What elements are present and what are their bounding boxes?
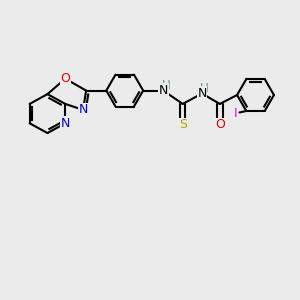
Text: O: O <box>60 72 70 85</box>
Text: S: S <box>179 118 187 131</box>
Text: N: N <box>78 103 88 116</box>
Text: N: N <box>61 117 70 130</box>
Text: I: I <box>234 107 238 120</box>
Text: H: H <box>161 79 170 92</box>
Text: N: N <box>159 84 168 97</box>
Text: N: N <box>197 87 207 100</box>
Text: O: O <box>215 118 225 131</box>
Text: H: H <box>200 82 209 95</box>
